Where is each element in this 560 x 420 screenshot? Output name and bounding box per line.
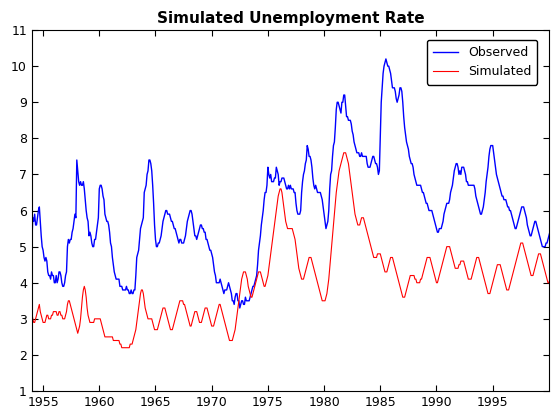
Observed (382, 56, 389, 61)
Title: Simulated Unemployment Rate: Simulated Unemployment Rate (157, 11, 424, 26)
Observed (310, 176, 316, 181)
Legend: Observed, Simulated: Observed, Simulated (427, 40, 538, 85)
Simulated (325, 277, 332, 282)
Observed (325, 208, 332, 213)
Observed (29, 241, 35, 246)
Simulated (218, 309, 225, 314)
Observed (218, 280, 225, 285)
Observed (446, 197, 453, 202)
Observed (556, 230, 560, 235)
Simulated (350, 197, 357, 202)
Simulated (310, 262, 316, 267)
Simulated (340, 150, 347, 155)
Line: Simulated: Simulated (32, 153, 559, 348)
Observed (82, 197, 88, 202)
Simulated (29, 309, 35, 314)
Simulated (118, 345, 125, 350)
Observed (236, 305, 243, 310)
Observed (349, 129, 356, 134)
Simulated (446, 244, 453, 249)
Line: Observed: Observed (32, 59, 559, 308)
Simulated (556, 280, 560, 285)
Simulated (82, 287, 88, 292)
